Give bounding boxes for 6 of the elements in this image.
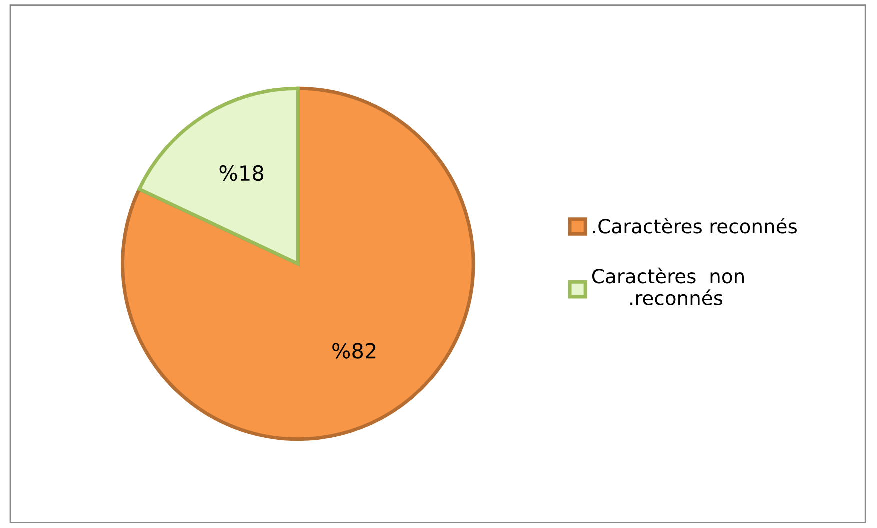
pie-slice xyxy=(138,86,300,266)
data-label: %18 xyxy=(220,165,264,182)
legend-label: .Caractères reconnés xyxy=(593,218,797,234)
legend-label: Caractères non .reconnés xyxy=(592,268,744,306)
data-label: %82 xyxy=(332,343,376,359)
pie-slice xyxy=(121,86,476,442)
